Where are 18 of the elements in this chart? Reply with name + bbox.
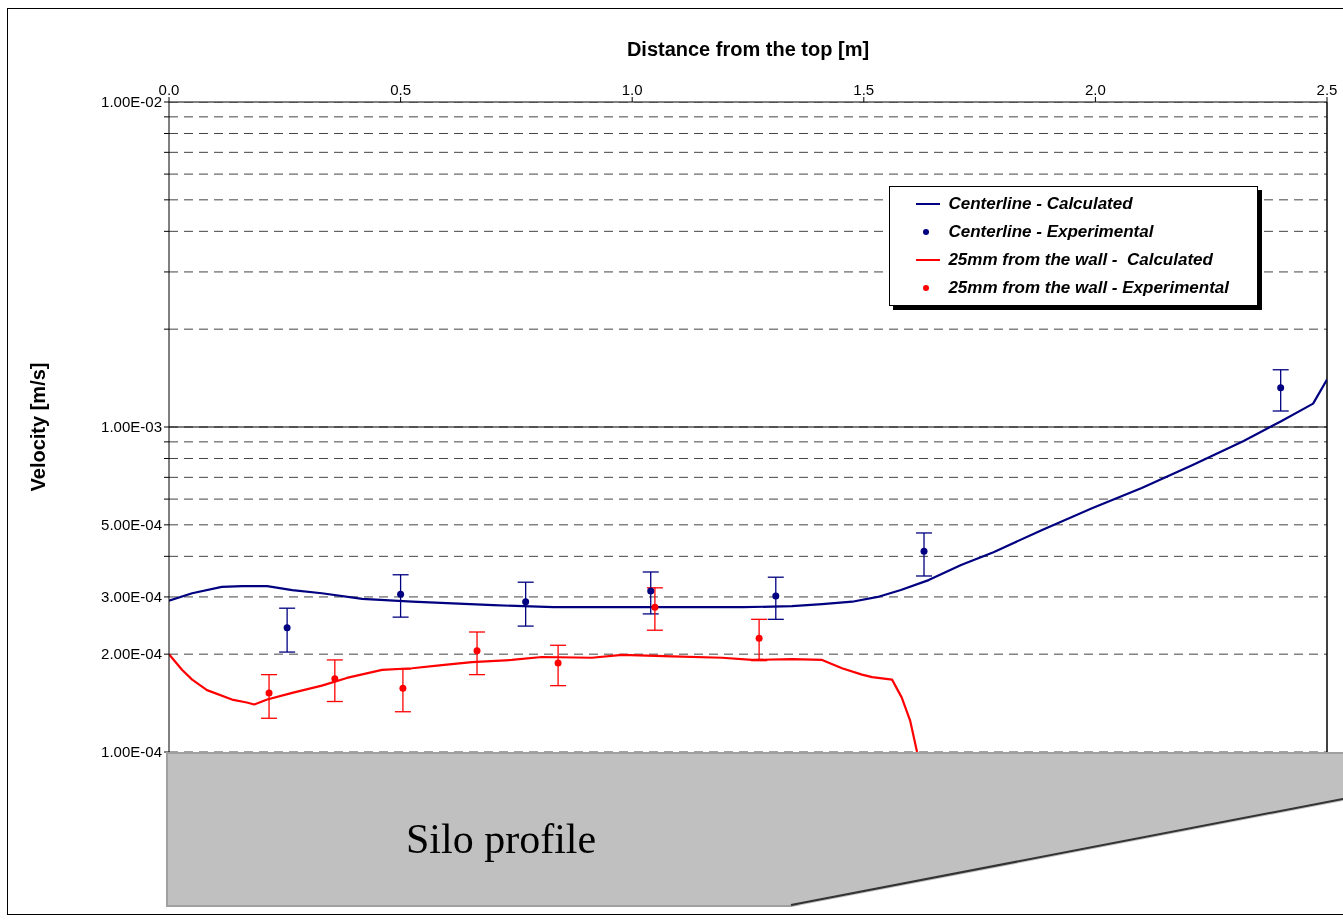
- x-tick-label: 2.5: [1316, 81, 1338, 98]
- x-tick-label: 0.0: [158, 81, 180, 98]
- legend-label: 25mm from the wall - Experimental: [948, 278, 1229, 298]
- legend-label: 25mm from the wall - Calculated: [948, 250, 1213, 270]
- y-axis-title: Velocity [m/s]: [27, 362, 50, 492]
- y-tick-label: 5.00E-04: [101, 516, 162, 534]
- x-axis-title: Distance from the top [m]: [626, 38, 870, 61]
- x-tick-label: 0.5: [390, 81, 412, 98]
- legend-label: Centerline - Calculated: [948, 194, 1133, 214]
- y-tick-label: 1.00E-03: [101, 418, 162, 436]
- legend-label: Centerline - Experimental: [948, 222, 1154, 242]
- x-tick-label: 1.5: [853, 81, 875, 98]
- x-tick-label: 1.0: [621, 81, 643, 98]
- x-tick-label: 2.0: [1084, 81, 1106, 98]
- y-tick-label: 1.00E-04: [101, 743, 162, 761]
- y-tick-label: 2.00E-04: [101, 645, 162, 663]
- y-tick-label: 3.00E-04: [101, 588, 162, 606]
- text: Silo profile: [406, 815, 597, 863]
